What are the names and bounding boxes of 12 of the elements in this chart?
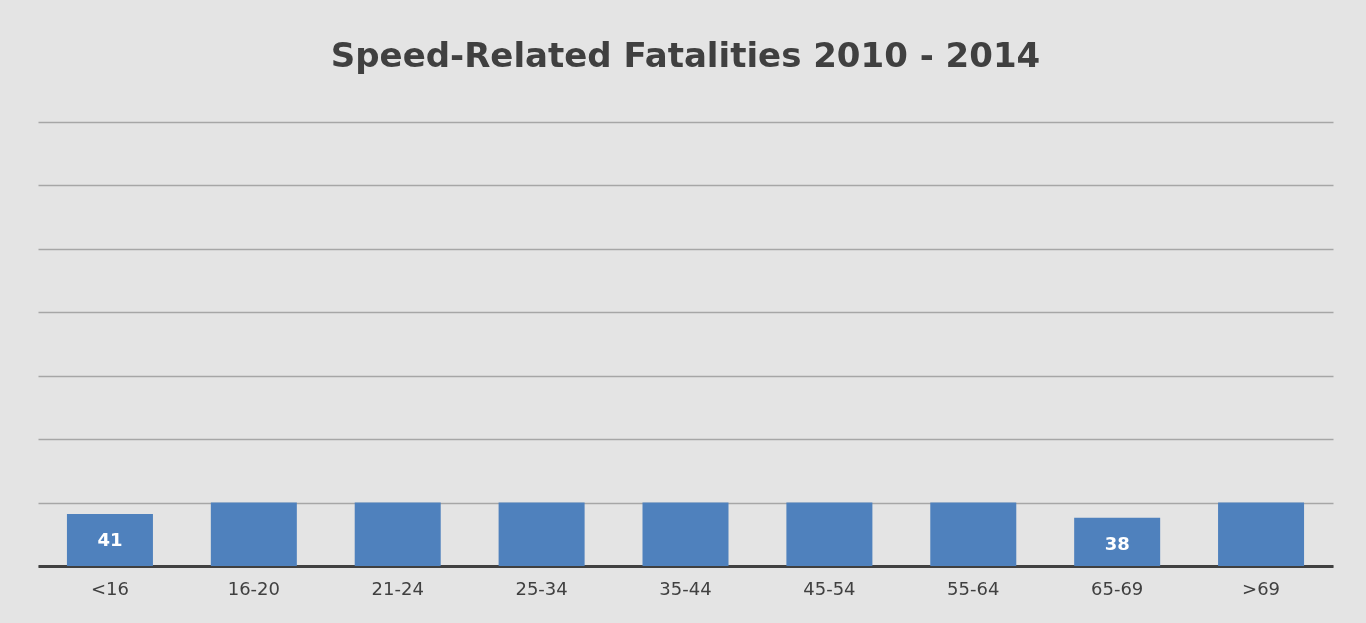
x-tick-label: 16-20 xyxy=(227,577,280,599)
x-tick-label: 21-24 xyxy=(371,577,424,599)
x-tick-label: 55-64 xyxy=(947,577,1000,599)
x-tick-label: >69 xyxy=(1242,577,1281,599)
data-label: 41 xyxy=(97,528,123,550)
x-tick-label: 45-54 xyxy=(803,577,856,599)
x-tick-label: 65-69 xyxy=(1091,577,1144,599)
chart-title: Speed-Related Fatalities 2010 - 2014 xyxy=(330,35,1041,75)
x-tick-label: 25-34 xyxy=(515,577,568,599)
x-tick-label: 35-44 xyxy=(659,577,712,599)
data-label: 38 xyxy=(1104,532,1130,554)
x-tick-label: <16 xyxy=(90,577,129,599)
